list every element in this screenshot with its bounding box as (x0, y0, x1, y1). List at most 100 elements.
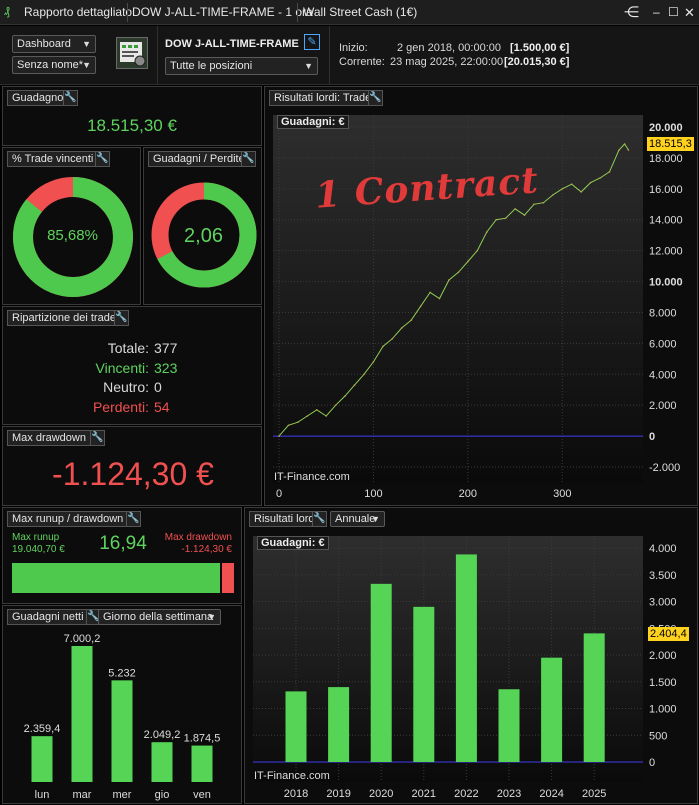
win-value: 323 (154, 359, 178, 376)
wrench-icon[interactable]: 🔧 (63, 90, 78, 106)
equity-point (334, 404, 337, 406)
maximize-icon[interactable]: ☐ (668, 5, 679, 19)
y-tick-label: 8.000 (649, 307, 677, 319)
y-tick-label: 16.000 (649, 184, 683, 196)
y-tick-label: 2.000 (649, 650, 677, 662)
current-value: [20.015,30 €] (504, 56, 570, 68)
y-tick-label: 1.500 (649, 677, 677, 689)
annual-bar (541, 657, 563, 762)
equity-chart[interactable]: -2.000 0 2.000 4.000 6.000 8.000 10.000 12.000 1… (265, 111, 697, 505)
equity-chart-label: Guadagni: € (277, 115, 349, 129)
equity-point (627, 149, 630, 151)
runup-title: Max runup / drawdown (7, 511, 129, 527)
wrench-icon[interactable]: 🔧 (126, 511, 141, 527)
wrench-icon[interactable]: 🔧 (95, 151, 110, 167)
annual-watermark: IT-Finance.com (254, 770, 330, 782)
equity-point (485, 231, 488, 233)
equity-point (448, 279, 450, 281)
equity-point (325, 415, 328, 417)
positions-select[interactable]: Tutte le posizioni ▼ (165, 57, 318, 75)
equity-point (623, 143, 626, 145)
edit-icon[interactable]: ✎ (304, 34, 320, 50)
win-pct-value: 85,68% (47, 227, 98, 244)
donut-win-arc (151, 182, 257, 288)
x-tick-label: 200 (459, 488, 477, 500)
weekday-value-label: 5.232 (108, 667, 136, 679)
annual-bar (583, 633, 605, 762)
max-drawdown-panel: Max drawdown 🔧 -1.124,30 € (2, 426, 262, 506)
weekday-bar (191, 745, 213, 782)
equity-last-value: 18.515,3 (647, 137, 694, 151)
equity-point (552, 194, 554, 196)
window-title: Rapporto dettagliato (24, 5, 133, 19)
equity-point (344, 395, 346, 397)
report-settings-icon[interactable] (116, 37, 148, 69)
donut-win-arc (13, 177, 133, 297)
equity-point (410, 319, 413, 321)
name-select[interactable]: Senza nome* ▼ (12, 56, 96, 74)
y-tick-label: 4.000 (649, 369, 677, 381)
equity-point (561, 188, 564, 190)
equity-point (514, 208, 516, 210)
runup-bar-fill (12, 563, 222, 593)
weekday-title: Guadagni netti (7, 609, 89, 625)
wrench-icon[interactable]: 🔧 (90, 430, 105, 446)
system-title: DOW J-ALL-TIME-FRAME - 1 ora (132, 5, 313, 19)
weekday-chart: 2.359,4 lun 7.000,2 mar 5.232 mer 2.049,2 gio 1.… (24, 633, 221, 801)
close-icon[interactable]: ✕ (684, 5, 695, 20)
annual-chart[interactable]: 05001.0001.5002.0002.5003.0003.5004.0002… (245, 532, 697, 803)
equity-point (476, 249, 479, 252)
annual-panel: Risultati lordi 🔧 Annuale ▼ 0 500 1.000 1.50… (244, 507, 698, 804)
gain-value: 18.515,30 € (87, 116, 177, 135)
equity-point (429, 291, 431, 294)
wrench-icon[interactable]: 🔧 (312, 511, 327, 527)
equity-point (589, 181, 592, 184)
start-date: 2 gen 2018, 00:00:00 (397, 42, 501, 54)
x-tick-label: 0 (276, 488, 282, 500)
toolbar: Dashboard ▼ Senza nome* ▼ DOW J-ALL-TIME-F… (0, 26, 699, 85)
wrench-icon[interactable]: 🔧 (241, 151, 256, 167)
runup-panel: Max runup / drawdown 🔧 Max runup 19.040,… (2, 507, 242, 604)
equity-title: Risultati lordi: Trade (269, 90, 377, 106)
x-tick-label: 2023 (497, 788, 521, 800)
annual-select[interactable]: Annuale ▼ (330, 511, 385, 527)
x-tick-label: 2024 (539, 788, 563, 800)
loss-value: 54 (154, 398, 170, 415)
equity-point (372, 361, 375, 363)
equity-point (391, 337, 394, 340)
equity-panel: Risultati lordi: Trade 🔧 -2.000 0 2.000 4.0… (264, 86, 698, 506)
x-tick-label: 300 (553, 488, 571, 500)
weekday-value-label: 2.359,4 (24, 723, 61, 735)
weekday-select[interactable]: Giorno della settimana ▼ (98, 609, 221, 625)
weekday-category-label: mar (73, 789, 92, 801)
share-icon[interactable]: ⋲ (624, 4, 639, 21)
gain-panel: Guadagno 🔧 18.515,30 € (2, 86, 262, 146)
max-drawdown-title: Max drawdown (7, 430, 91, 446)
equity-point (599, 177, 601, 179)
runup-dd-label: Max drawdown (164, 532, 232, 543)
x-tick-label: 2025 (582, 788, 606, 800)
equity-point (495, 218, 497, 221)
gain-loss-value: 2,06 (184, 225, 223, 247)
view-select[interactable]: Dashboard ▼ (12, 35, 96, 53)
weekday-panel: Guadagni netti 🔧 Giorno della settimana ▼… (2, 605, 242, 804)
breakdown-panel: Ripartizione dei trade 🔧 Totale: Vincent… (2, 306, 262, 425)
weekday-category-label: mer (113, 789, 132, 801)
equity-point (353, 384, 356, 386)
minimize-icon[interactable]: – (653, 5, 660, 19)
y-tick-label: 3.000 (649, 597, 677, 609)
equity-point (608, 171, 611, 173)
weekday-value-label: 7.000,2 (64, 633, 101, 645)
y-tick-label: 2.000 (649, 400, 677, 412)
current-date: 23 mag 2025, 22:00:00 (390, 56, 504, 68)
wrench-icon[interactable]: 🔧 (368, 90, 383, 106)
wrench-icon[interactable]: 🔧 (114, 310, 129, 326)
y-tick-label: 500 (649, 730, 667, 742)
equity-point (287, 424, 290, 427)
equity-point (438, 297, 441, 300)
x-tick-label: 2022 (454, 788, 478, 800)
neutral-value: 0 (154, 379, 162, 395)
y-tick-label: 12.000 (649, 246, 683, 258)
win-pct-donut (13, 177, 133, 297)
equity-point (457, 271, 460, 274)
